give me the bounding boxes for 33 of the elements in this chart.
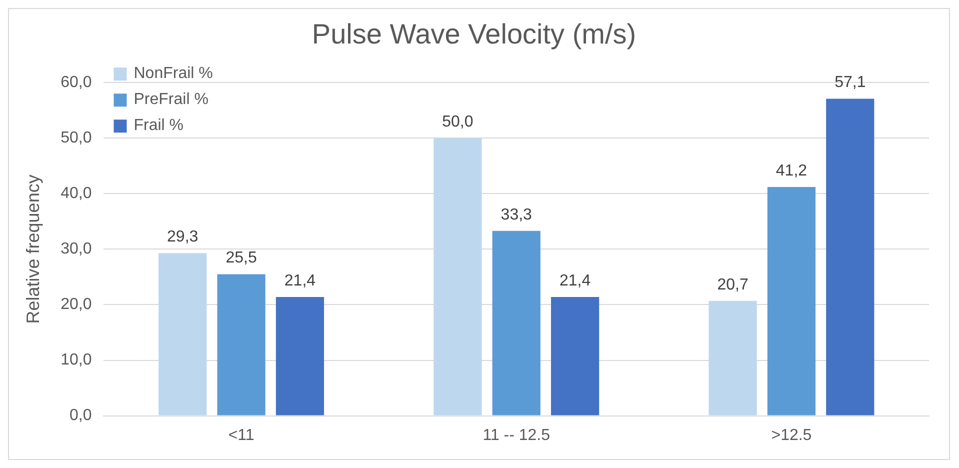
- bar: [708, 300, 757, 416]
- data-label: 50,0: [442, 114, 474, 131]
- y-tick-label: 20,0: [60, 296, 92, 314]
- bar: [767, 187, 816, 416]
- legend-label: Frail %: [134, 117, 184, 134]
- bar: [826, 98, 874, 416]
- data-label: 29,3: [167, 228, 198, 246]
- data-label: 33,3: [500, 206, 532, 224]
- x-tick-label: <11: [228, 426, 254, 444]
- y-tick-label: 30,0: [60, 240, 92, 258]
- data-label: 21,4: [559, 272, 591, 290]
- y-tick-label: 50,0: [60, 130, 92, 147]
- bar: [158, 253, 207, 416]
- bar: [434, 138, 482, 416]
- y-axis-title: Relative frequency: [22, 174, 43, 324]
- y-tick-label: 60,0: [60, 74, 92, 92]
- y-tick-label: 10,0: [60, 352, 92, 369]
- x-tick-label: 11 -- 12.5: [482, 426, 550, 444]
- bar: [217, 274, 266, 416]
- data-label: 57,1: [834, 74, 866, 92]
- bar: [550, 296, 600, 416]
- y-tick-label: 40,0: [60, 185, 92, 202]
- data-label: 25,5: [226, 250, 257, 267]
- bar: [492, 230, 540, 416]
- legend-label: NonFrail %: [134, 65, 213, 82]
- data-label: 20,7: [717, 276, 748, 294]
- y-tick-label: 0,0: [69, 407, 92, 424]
- data-label: 41,2: [776, 162, 808, 180]
- data-label: 21,4: [284, 272, 316, 290]
- legend-label: PreFrail %: [134, 91, 208, 108]
- x-tick-label: >12.5: [771, 426, 812, 444]
- bar: [276, 296, 324, 416]
- chart-title: Pulse Wave Velocity (m/s): [312, 18, 636, 50]
